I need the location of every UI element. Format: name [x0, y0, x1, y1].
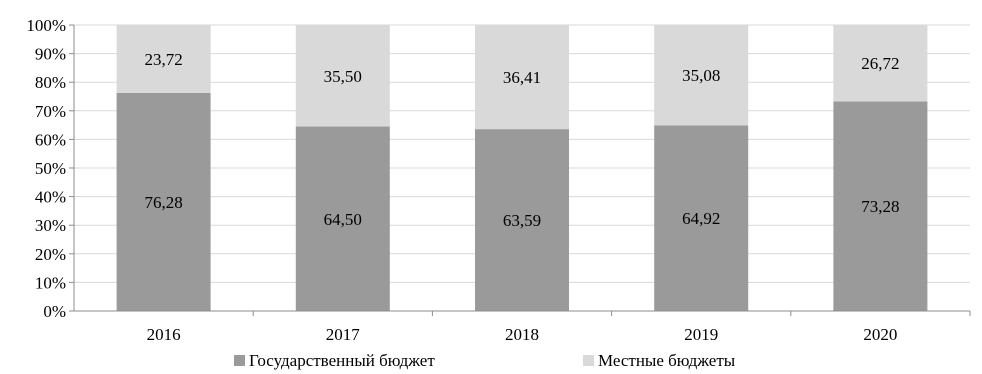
bar-segment-state-budget — [654, 125, 749, 311]
data-label: 63,59 — [503, 211, 541, 230]
data-label: 64,50 — [324, 210, 362, 229]
bar-segment-local-budgets — [116, 25, 211, 93]
y-tick-label: 60% — [35, 130, 66, 149]
legend-label: Местные бюджеты — [598, 351, 736, 370]
y-tick-label: 90% — [35, 45, 66, 64]
bar-segment-local-budgets — [654, 25, 749, 126]
x-tick-label: 2016 — [147, 325, 181, 344]
legend: Государственный бюджет Местные бюджеты — [234, 351, 736, 370]
legend-swatch — [234, 355, 245, 366]
bar-segment-state-budget — [295, 126, 390, 311]
y-tick-label: 50% — [35, 159, 66, 178]
bar-segment-local-budgets — [833, 25, 928, 102]
axes — [69, 24, 971, 316]
bar-segment-state-budget — [833, 101, 928, 312]
bar-segment-local-budgets — [295, 25, 390, 127]
y-tick-label: 40% — [35, 188, 66, 207]
data-label: 23,72 — [144, 50, 182, 69]
x-tick-label: 2020 — [863, 325, 897, 344]
y-tick-label: 100% — [26, 16, 66, 35]
data-label: 76,28 — [144, 193, 182, 212]
y-tick-label: 80% — [35, 73, 66, 92]
x-tick-label: 2018 — [505, 325, 539, 344]
data-label: 36,41 — [503, 68, 541, 87]
data-label: 73,28 — [861, 197, 899, 216]
legend-label: Государственный бюджет — [249, 351, 435, 370]
bars — [116, 25, 928, 312]
data-label: 35,08 — [682, 66, 720, 85]
x-tick-labels: 2016 2017 2018 2019 2020 — [147, 325, 898, 344]
legend-swatch — [583, 355, 594, 366]
y-tick-label: 10% — [35, 273, 66, 292]
data-label: 26,72 — [861, 54, 899, 73]
x-tick-label: 2017 — [326, 325, 361, 344]
y-tick-label: 0% — [43, 302, 66, 321]
y-tick-label: 70% — [35, 102, 66, 121]
bar-segment-state-budget — [475, 129, 569, 311]
data-label: 35,50 — [324, 67, 362, 86]
y-tick-label: 30% — [35, 216, 66, 235]
y-tick-label: 20% — [35, 245, 66, 264]
y-tick-labels: 0% 10% 20% 30% 40% 50% 60% 70% 80% 90% 100% — [26, 16, 66, 321]
bar-segment-state-budget — [116, 92, 211, 311]
data-label: 64,92 — [682, 209, 720, 228]
bar-segment-local-budgets — [475, 25, 569, 130]
data-labels: 76,28 23,72 64,50 35,50 63,59 36,41 64,92 35,08… — [144, 50, 899, 230]
x-tick-label: 2019 — [684, 325, 718, 344]
